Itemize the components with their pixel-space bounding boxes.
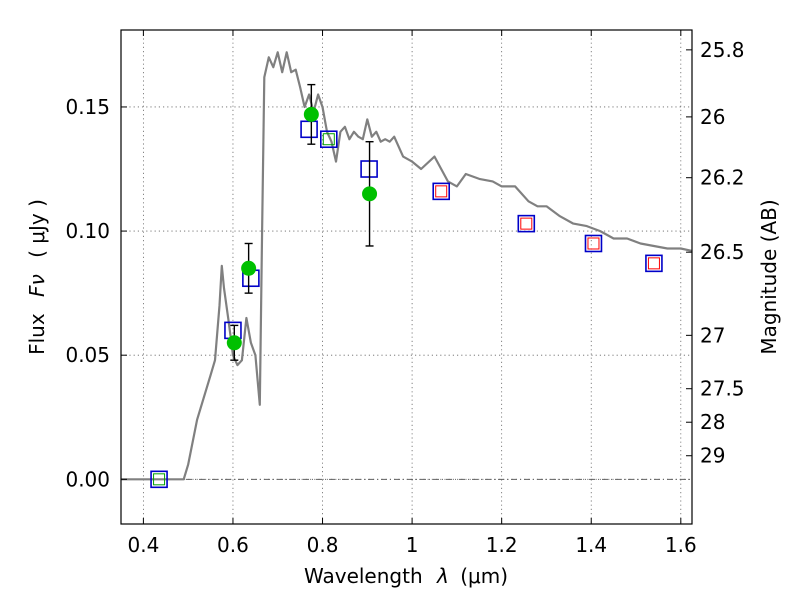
plot-frame bbox=[120, 29, 693, 525]
synthetic-square-inner bbox=[435, 185, 448, 198]
synthetic-square bbox=[584, 234, 603, 253]
x-tick-label: 1 bbox=[406, 533, 419, 557]
synthetic-square bbox=[319, 130, 338, 149]
synthetic-square bbox=[300, 120, 318, 139]
x-tick-label: 0.8 bbox=[307, 533, 339, 557]
x-axis-label-unit: (μm) bbox=[460, 564, 508, 588]
right-tick-label: 25.8 bbox=[700, 38, 745, 62]
model-sed-line bbox=[121, 51, 693, 481]
x-axis-label-symbol: λ bbox=[436, 564, 449, 588]
right-tick-label: 26.5 bbox=[700, 240, 745, 264]
observed-point bbox=[241, 260, 257, 276]
right-tick-label: 27 bbox=[700, 323, 725, 347]
synthetic-square-inner bbox=[587, 237, 600, 250]
x-axis-label: Wavelength λ (μm) bbox=[304, 564, 508, 588]
right-tick-label: 26 bbox=[700, 105, 725, 129]
right-tick-label: 28 bbox=[700, 410, 725, 434]
synthetic-square-inner bbox=[153, 473, 166, 486]
synthetic-square-inner bbox=[322, 133, 335, 146]
y-tick-label: 0.00 bbox=[65, 467, 110, 491]
y-axis-label-text: Flux bbox=[25, 313, 49, 355]
x-tick-label: 1.6 bbox=[665, 533, 697, 557]
tick-layer: 0.4 0.6 0.8 1 1.2 1.4 1.6 0.00 0.05 0.10 0.15 25.8 2… bbox=[65, 30, 745, 557]
synthetic-square-inner bbox=[647, 257, 660, 270]
right-axis-label: Magnitude (AB) bbox=[757, 199, 781, 354]
observed-point bbox=[226, 335, 242, 351]
x-tick-label: 0.4 bbox=[127, 533, 159, 557]
right-tick-label: 29 bbox=[700, 444, 725, 468]
observed-point bbox=[303, 106, 319, 122]
y-tick-label: 0.15 bbox=[65, 95, 110, 119]
x-tick-label: 0.6 bbox=[217, 533, 249, 557]
observed-point bbox=[362, 186, 378, 202]
y-tick-label: 0.05 bbox=[65, 343, 110, 367]
x-axis-label-text: Wavelength bbox=[304, 564, 423, 588]
y-axis-label-unit: ( μJy ) bbox=[25, 199, 49, 258]
synthetic-photometry-layer bbox=[150, 120, 663, 489]
observed-photometry-layer bbox=[226, 83, 378, 361]
x-tick-label: 1.2 bbox=[486, 533, 518, 557]
synthetic-square bbox=[150, 470, 168, 489]
y-axis-label: Flux Fν ( μJy ) bbox=[25, 199, 49, 355]
grid-layer bbox=[121, 30, 692, 524]
synthetic-square bbox=[645, 254, 663, 273]
y-axis-label-symbol: Fν bbox=[25, 274, 49, 297]
synthetic-square-inner bbox=[520, 217, 533, 230]
right-tick-label: 26.2 bbox=[700, 166, 745, 190]
synthetic-square bbox=[432, 182, 451, 201]
model-sed-layer bbox=[121, 51, 693, 481]
right-tick-label: 27.5 bbox=[700, 377, 745, 401]
y-tick-label: 0.10 bbox=[65, 219, 110, 243]
x-tick-label: 1.4 bbox=[575, 533, 607, 557]
synthetic-square bbox=[517, 214, 536, 233]
